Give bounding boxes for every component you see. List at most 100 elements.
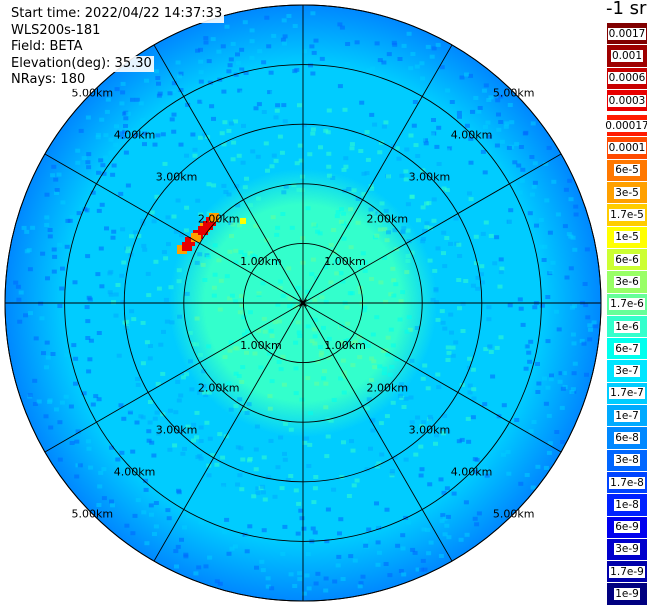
elevation-text: Elevation(deg): 35.30 xyxy=(9,55,154,72)
colorbar-cell: 6e-8 xyxy=(607,426,647,449)
range-ring-label: 4.00km xyxy=(451,129,493,142)
center-marker xyxy=(299,302,304,307)
range-ring-label: 2.00km xyxy=(367,381,409,394)
colorbar-tick-label: 6e-6 xyxy=(614,253,640,266)
colorbar-tick-label: 3e-5 xyxy=(614,186,640,199)
colorbar-cell: 6e-9 xyxy=(607,515,647,538)
colorbar-cell: 1.7e-9 xyxy=(607,560,647,583)
range-ring-label: 5.00km xyxy=(493,508,535,521)
colorbar-tick-label: 1e-5 xyxy=(614,231,640,244)
colorbar-cell: 6e-7 xyxy=(607,337,647,360)
colorbar-unit-label: -1 sr xyxy=(606,0,647,19)
scan-speckle xyxy=(13,11,599,596)
device-text: WLS200s-181 xyxy=(9,22,103,39)
colorbar-tick-label: 6e-8 xyxy=(614,431,640,444)
center-marker xyxy=(302,299,307,304)
colorbar-tick-label: 1.7e-8 xyxy=(609,476,645,489)
range-ring-label: 2.00km xyxy=(198,381,240,394)
hotspot-cell xyxy=(185,237,195,246)
hotspot-cell xyxy=(203,221,213,230)
colorbar-cell: 0.00017 xyxy=(604,114,647,137)
range-ring-label: 2.00km xyxy=(367,213,409,226)
range-ring-label: 1.00km xyxy=(240,339,282,352)
colorbar-tick-label: 0.001 xyxy=(610,49,644,62)
colorbar-cell: 1.7e-6 xyxy=(607,292,647,315)
range-ring-label: 1.00km xyxy=(324,255,366,268)
colorbar-tick-label: 1.7e-6 xyxy=(609,298,645,311)
colorbar-tick-label: 3e-6 xyxy=(614,275,640,288)
range-ring-label: 3.00km xyxy=(156,171,198,184)
colorbar-tick-label: 6e-5 xyxy=(614,164,640,177)
colorbar-tick-label: 1.7e-9 xyxy=(609,565,645,578)
range-ring-label: 3.00km xyxy=(409,171,451,184)
hotspot-cell xyxy=(191,233,201,242)
colorbar-cell: 3e-7 xyxy=(607,359,647,382)
colorbar-tick-label: 0.0017 xyxy=(607,27,647,40)
colorbar-tick-label: 3e-8 xyxy=(614,454,640,467)
range-ring-label: 5.00km xyxy=(493,86,535,99)
colorbar-cell: 1e-7 xyxy=(607,404,647,427)
colorbar-tick-label: 0.0006 xyxy=(607,72,647,85)
range-ring-label: 4.00km xyxy=(114,466,156,479)
colorbar-cell: 0.0003 xyxy=(607,88,647,112)
colorbar-cell: 1.7e-8 xyxy=(607,470,647,494)
colorbar-cell: 6e-6 xyxy=(607,247,647,271)
colorbar-tick-label: 1.7e-5 xyxy=(609,209,645,222)
azimuth-spoke xyxy=(153,44,304,304)
azimuth-spoke xyxy=(302,302,453,562)
range-ring-label: 2.00km xyxy=(198,213,240,226)
colorbar-cell: 1e-6 xyxy=(607,314,647,338)
colorbar-cell: 1e-9 xyxy=(607,582,647,605)
range-ring-label: 1.00km xyxy=(240,255,282,268)
azimuth-spoke xyxy=(44,302,304,453)
azimuth-spoke xyxy=(44,153,304,304)
colorbar: 0.0017 0.001 0.0006 0.0003 0.00017 0.0001 6e-5… xyxy=(604,22,647,605)
colorbar-cell: 6e-5 xyxy=(607,158,647,182)
range-ring-label: 4.00km xyxy=(114,129,156,142)
range-ring-label: 4.00km xyxy=(451,466,493,479)
colorbar-cell: 1.7e-7 xyxy=(607,381,647,405)
colorbar-cell: 1e-8 xyxy=(607,493,647,516)
colorbar-tick-label: 0.0003 xyxy=(607,94,647,107)
hotspot-cell xyxy=(209,213,219,222)
colorbar-cell: 3e-6 xyxy=(607,270,647,293)
colorbar-tick-label: 6e-7 xyxy=(614,342,640,355)
colorbar-cell: 1.7e-5 xyxy=(607,203,647,226)
colorbar-cell: 1e-5 xyxy=(607,225,647,248)
colorbar-tick-label: 6e-9 xyxy=(614,521,640,534)
colorbar-cell: 0.001 xyxy=(607,44,647,67)
hotspot-cell xyxy=(198,226,208,235)
colorbar-cell: 0.0017 xyxy=(607,22,647,45)
colorbar-tick-label: 1e-6 xyxy=(614,320,640,333)
center-marker xyxy=(299,299,304,304)
nrays-text: NRays: 180 xyxy=(9,72,88,89)
colorbar-tick-label: 3e-9 xyxy=(614,543,640,556)
range-ring-label: 5.00km xyxy=(72,86,114,99)
hotspot-cell xyxy=(240,218,246,224)
colorbar-cell: 3e-5 xyxy=(607,181,647,204)
start-time-text: Start time: 2022/04/22 14:37:33 xyxy=(9,6,225,23)
colorbar-cell: 0.0001 xyxy=(607,136,647,159)
colorbar-tick-label: 3e-7 xyxy=(614,365,640,378)
range-ring-label: 5.00km xyxy=(72,508,114,521)
scan-info-box: Start time: 2022/04/22 14:37:33 WLS200s-… xyxy=(9,6,225,89)
colorbar-cell: 0.0006 xyxy=(607,66,647,89)
colorbar-tick-label: 1e-8 xyxy=(614,498,640,511)
azimuth-spoke xyxy=(153,302,304,562)
colorbar-tick-label: 0.0001 xyxy=(607,142,647,155)
colorbar-tick-label: 0.00017 xyxy=(604,119,647,132)
colorbar-cell: 3e-9 xyxy=(607,537,647,561)
colorbar-tick-label: 1.7e-7 xyxy=(609,387,645,400)
range-ring-label: 1.00km xyxy=(324,339,366,352)
colorbar-cell: 3e-8 xyxy=(607,448,647,471)
colorbar-tick-label: 1e-7 xyxy=(614,409,640,422)
colorbar-tick-label: 1e-9 xyxy=(614,588,640,601)
field-text: Field: BETA xyxy=(9,39,85,56)
hotspot-cell xyxy=(182,242,192,251)
range-ring-label: 3.00km xyxy=(156,423,198,436)
center-marker xyxy=(302,302,307,307)
azimuth-spoke xyxy=(302,44,453,304)
azimuth-spoke xyxy=(302,302,562,453)
azimuth-spoke xyxy=(302,153,562,304)
